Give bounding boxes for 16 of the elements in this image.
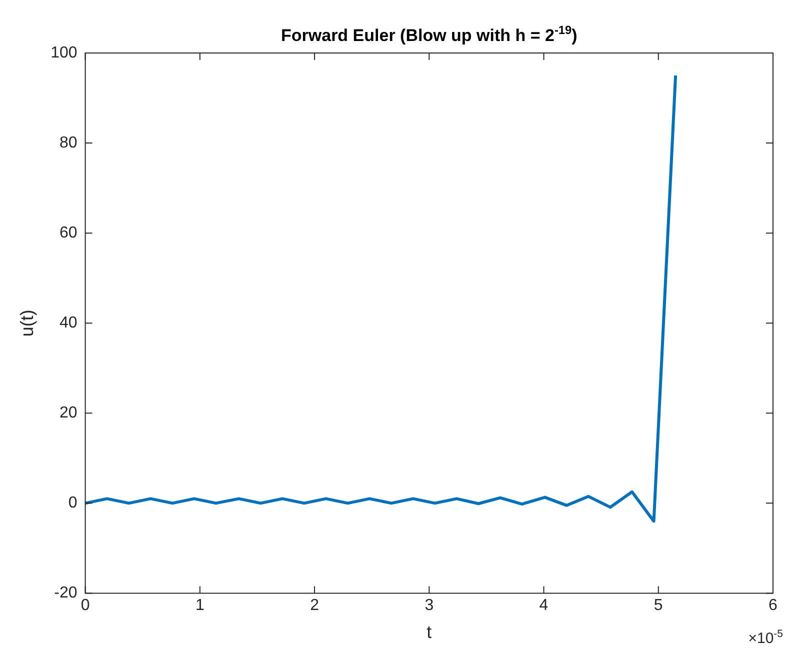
x-tick-label: 5 [654, 597, 663, 614]
x-tick-label: 0 [80, 597, 90, 614]
y-axis-title: u(t) [16, 310, 37, 337]
x-axis-title: t [426, 622, 432, 642]
y-tick-label: 60 [60, 224, 78, 242]
x-tick-label: 1 [195, 597, 204, 614]
y-tick-label: 0 [68, 494, 78, 512]
y-tick-label: 20 [60, 404, 78, 422]
x-tick-label: 2 [310, 597, 320, 614]
y-tick-label: 100 [50, 44, 78, 62]
x-tick-label: 3 [424, 597, 434, 614]
y-tick-label: 40 [60, 314, 78, 332]
x-tick-label: 6 [768, 597, 778, 614]
y-tick-label: 80 [60, 134, 78, 152]
x-tick-label: 4 [539, 597, 548, 614]
y-tick-label: -20 [54, 584, 78, 602]
